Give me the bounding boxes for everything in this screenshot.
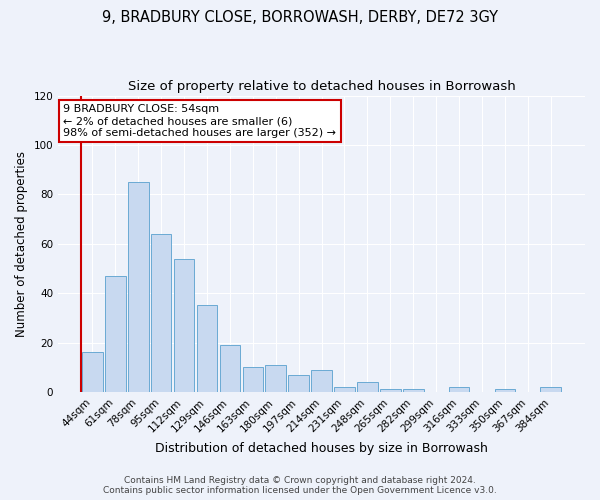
- Text: 9, BRADBURY CLOSE, BORROWASH, DERBY, DE72 3GY: 9, BRADBURY CLOSE, BORROWASH, DERBY, DE7…: [102, 10, 498, 25]
- Bar: [380, 390, 401, 392]
- Bar: [242, 367, 263, 392]
- Bar: [151, 234, 172, 392]
- Bar: [128, 182, 149, 392]
- Bar: [403, 390, 424, 392]
- Bar: [174, 258, 194, 392]
- Bar: [541, 387, 561, 392]
- Bar: [197, 306, 217, 392]
- Text: Contains HM Land Registry data © Crown copyright and database right 2024.
Contai: Contains HM Land Registry data © Crown c…: [103, 476, 497, 495]
- Bar: [105, 276, 125, 392]
- Bar: [357, 382, 378, 392]
- Title: Size of property relative to detached houses in Borrowash: Size of property relative to detached ho…: [128, 80, 515, 93]
- Bar: [265, 365, 286, 392]
- Bar: [449, 387, 469, 392]
- Bar: [494, 390, 515, 392]
- Bar: [311, 370, 332, 392]
- Bar: [289, 374, 309, 392]
- Bar: [220, 345, 240, 392]
- Bar: [82, 352, 103, 392]
- Text: 9 BRADBURY CLOSE: 54sqm
← 2% of detached houses are smaller (6)
98% of semi-deta: 9 BRADBURY CLOSE: 54sqm ← 2% of detached…: [64, 104, 337, 138]
- X-axis label: Distribution of detached houses by size in Borrowash: Distribution of detached houses by size …: [155, 442, 488, 455]
- Y-axis label: Number of detached properties: Number of detached properties: [15, 151, 28, 337]
- Bar: [334, 387, 355, 392]
